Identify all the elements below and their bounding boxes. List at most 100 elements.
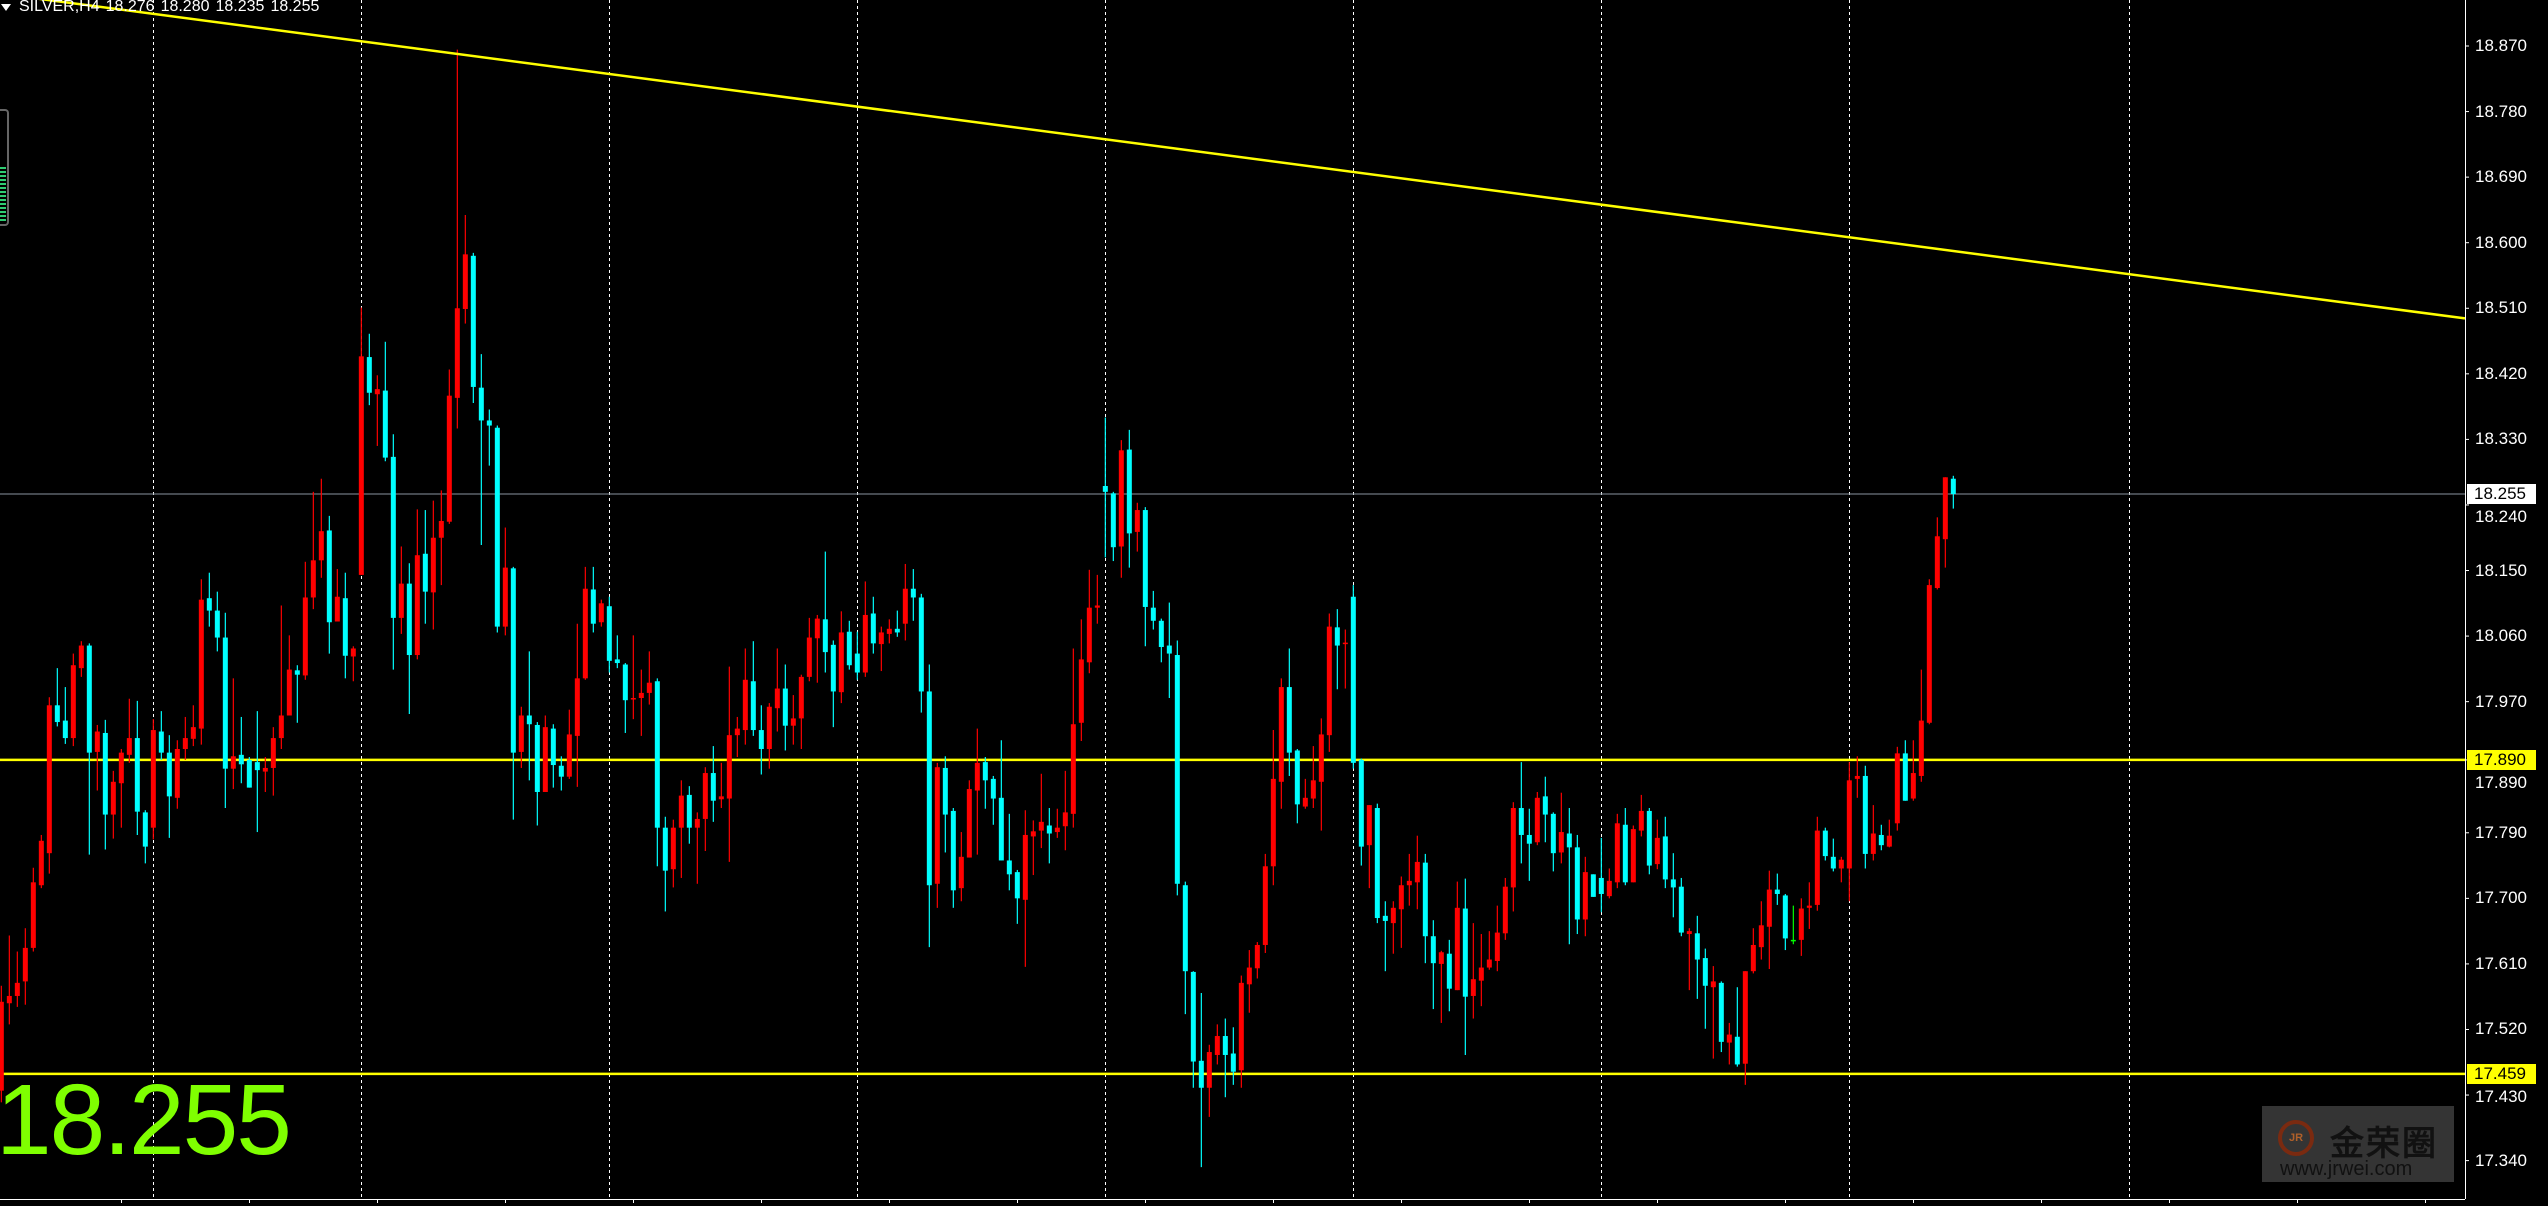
candle-body — [878, 632, 884, 645]
candle — [662, 816, 668, 912]
candle-body — [1134, 510, 1140, 532]
candle-body — [1494, 932, 1500, 961]
candle-body — [1742, 971, 1748, 1064]
candle-body — [1734, 1036, 1740, 1065]
candle — [414, 509, 420, 660]
candle — [1446, 939, 1452, 1012]
candle — [222, 612, 228, 809]
candle-body — [518, 715, 524, 752]
candle — [1878, 824, 1884, 851]
candle-body — [326, 530, 332, 623]
candle-body — [1230, 1053, 1236, 1072]
watermark: JR 金荣圈 www.jrwei.com — [2262, 1106, 2454, 1182]
candle — [1630, 825, 1636, 883]
candle-body — [1110, 493, 1116, 548]
candle-body — [1590, 874, 1596, 897]
candle-body — [1246, 967, 1252, 985]
candle — [790, 695, 796, 745]
candle — [1894, 746, 1900, 831]
candle-body — [1694, 933, 1700, 960]
candle — [1006, 813, 1012, 891]
candle-body — [1350, 596, 1356, 763]
price-axis-label: 18.330 — [2475, 429, 2527, 449]
price-axis-label: 18.420 — [2475, 363, 2527, 383]
candle — [1366, 805, 1372, 889]
candle — [342, 572, 348, 679]
candle-body — [1790, 939, 1796, 942]
candle — [1942, 477, 1948, 568]
candle — [286, 635, 292, 716]
candle-body — [1638, 810, 1644, 831]
candle-body — [870, 613, 876, 644]
candle — [1126, 429, 1132, 568]
candle-body — [1646, 810, 1652, 866]
candle-body — [1550, 813, 1556, 854]
candle-body — [1662, 836, 1668, 880]
candle-body — [1398, 885, 1404, 910]
candle — [1606, 868, 1612, 899]
candle-body — [1774, 889, 1780, 894]
candle-body — [766, 706, 772, 750]
candle — [758, 705, 764, 775]
candle — [470, 252, 476, 403]
candle — [1390, 901, 1396, 954]
candle — [1254, 942, 1260, 979]
candle-body — [1102, 486, 1108, 492]
candle-body — [438, 520, 444, 538]
candle — [590, 566, 596, 633]
candle — [1910, 740, 1916, 801]
candle-body — [374, 389, 380, 395]
candle-body — [614, 659, 620, 664]
candle-body — [838, 632, 844, 693]
candle-body — [990, 778, 996, 799]
candle — [1278, 678, 1284, 809]
candle-body — [1454, 907, 1460, 991]
candle — [1230, 1027, 1236, 1085]
candle-body — [1190, 971, 1196, 1062]
overlay — [38, 0, 2466, 320]
candle-body — [158, 731, 164, 753]
candle-body — [966, 789, 972, 858]
candle — [982, 757, 988, 809]
candle — [1150, 590, 1156, 630]
candle-body — [550, 728, 556, 766]
candle — [326, 515, 332, 654]
candle-body — [950, 810, 956, 891]
candle — [198, 579, 204, 745]
candle — [710, 746, 716, 822]
candle — [38, 834, 44, 889]
candle — [1134, 502, 1140, 552]
candle-body — [382, 390, 388, 458]
candle-body — [502, 567, 508, 627]
candle-body — [806, 637, 812, 677]
candle-body — [526, 715, 532, 725]
candle — [150, 719, 156, 840]
candle — [1934, 517, 1940, 590]
candle-body — [398, 583, 404, 618]
candle-body — [46, 705, 52, 854]
collapse-triangle-icon[interactable] — [1, 3, 11, 11]
candle-body — [1214, 1036, 1220, 1055]
candle — [966, 780, 972, 858]
candle-body — [486, 420, 492, 426]
candle-body — [446, 395, 452, 522]
candle — [118, 749, 124, 828]
low-value: 18.235 — [215, 0, 265, 15]
candle — [862, 581, 868, 677]
big-price-display: 18.255 — [0, 1064, 292, 1176]
candle — [822, 551, 828, 673]
candle — [782, 664, 788, 751]
candle-body — [582, 588, 588, 679]
candle-body — [942, 767, 948, 815]
candle-body — [1270, 778, 1276, 867]
candle — [542, 715, 548, 792]
candle — [1534, 791, 1540, 846]
candle — [686, 786, 692, 844]
candle — [214, 591, 220, 652]
candle — [374, 375, 380, 446]
watermark-brand: 金荣圈 — [2330, 1124, 2438, 1164]
candle-body — [478, 387, 484, 421]
candle — [494, 425, 500, 633]
candle — [1078, 619, 1084, 741]
